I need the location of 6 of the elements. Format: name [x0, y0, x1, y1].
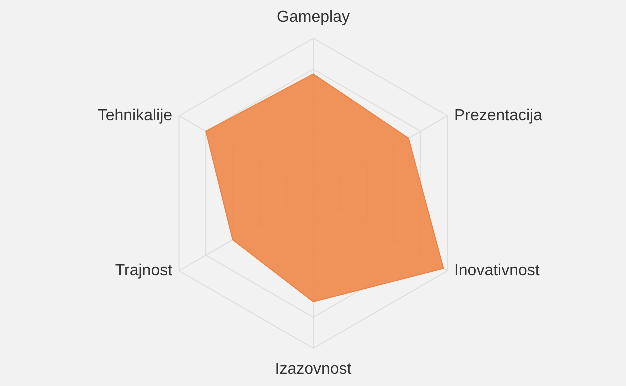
spoke-label: Tehnikalije	[98, 108, 173, 124]
spoke-label: Trajnost	[115, 262, 174, 280]
spoke-label: Gameplay	[277, 9, 350, 26]
spoke-label: Prezentacija	[454, 108, 543, 124]
spoke-label: Izazovnost	[275, 360, 352, 378]
spoke-label: Inovativnost	[454, 262, 540, 280]
